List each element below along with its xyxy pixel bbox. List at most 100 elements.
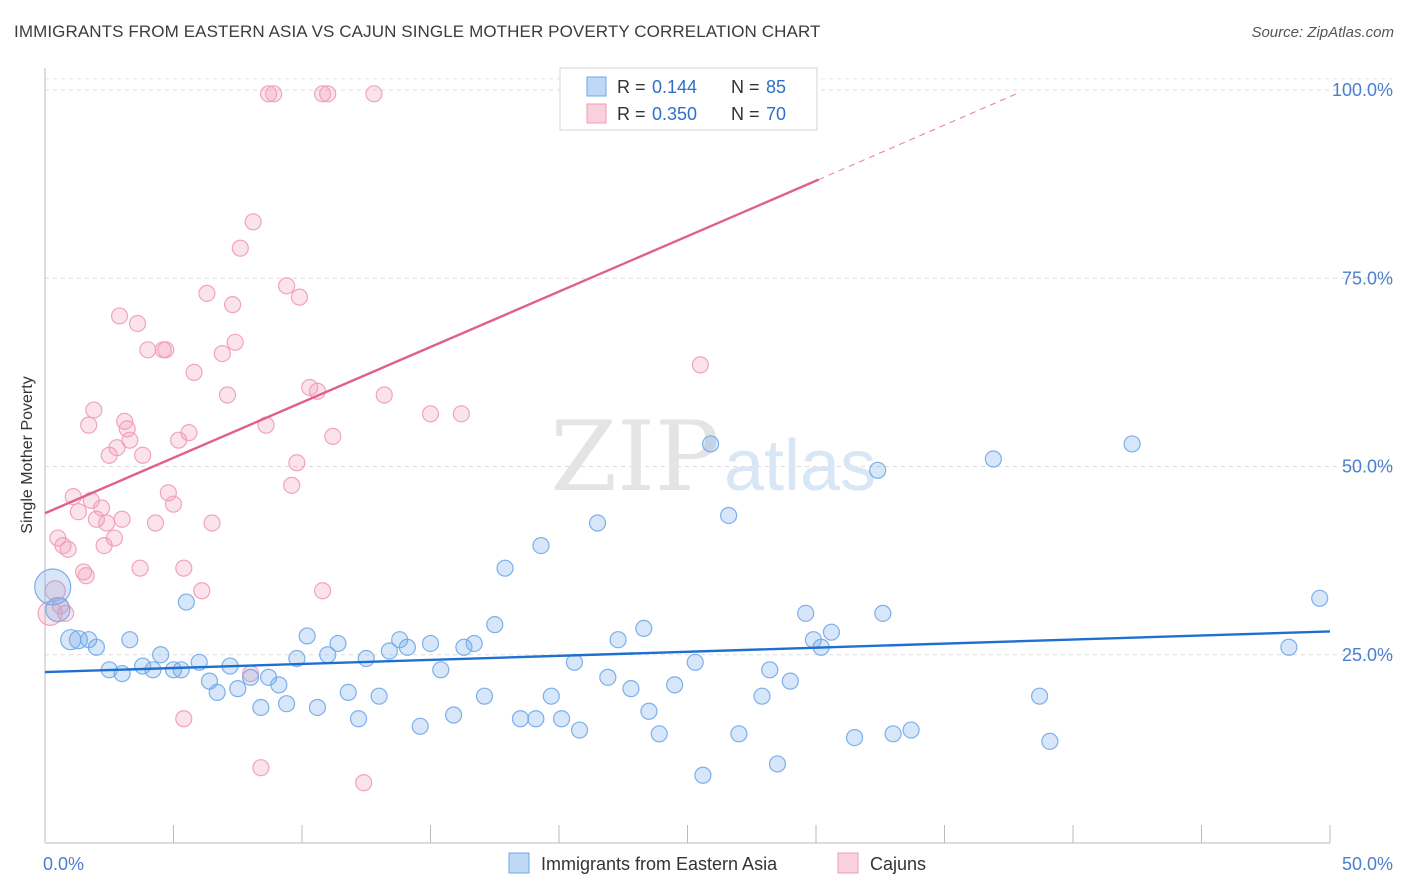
data-point <box>121 431 139 449</box>
data-point <box>87 510 106 528</box>
source-credit: Source: ZipAtlas.com <box>1251 24 1394 41</box>
bottom-legend-swatch <box>837 852 859 874</box>
data-point <box>702 435 720 453</box>
data-point <box>193 582 211 600</box>
data-point <box>134 446 152 464</box>
data-point <box>224 296 242 314</box>
data-point <box>34 568 72 606</box>
data-point <box>298 627 316 645</box>
data-point <box>113 664 131 683</box>
legend-r-label: R = <box>617 77 646 97</box>
data-point <box>226 333 244 351</box>
data-point <box>691 356 709 374</box>
trend-line-extension <box>818 93 1017 181</box>
data-point <box>532 536 550 555</box>
data-point <box>277 695 296 713</box>
data-point <box>324 427 342 446</box>
data-point <box>527 710 545 728</box>
data-point <box>180 424 198 442</box>
data-point <box>635 619 653 638</box>
data-point <box>98 514 116 532</box>
data-point <box>213 344 231 363</box>
data-point <box>753 687 771 705</box>
data-point <box>252 698 270 717</box>
data-point <box>486 616 504 634</box>
data-point <box>252 759 270 777</box>
data-point <box>475 687 494 705</box>
data-point <box>319 85 337 103</box>
bottom-legend-label: Immigrants from Eastern Asia <box>541 854 778 874</box>
legend-box: R = 0.144 N = 85 R = 0.350 N = 70 <box>559 67 818 131</box>
data-point <box>157 341 175 359</box>
data-point <box>308 698 327 717</box>
data-point <box>128 314 147 333</box>
data-point <box>313 582 332 600</box>
y-tick-label: 25.0% <box>1342 645 1393 665</box>
data-point <box>768 755 787 773</box>
data-point <box>398 638 416 656</box>
data-point <box>542 687 560 705</box>
data-point <box>720 506 738 525</box>
bottom-legend: Immigrants from Eastern Asia Cajuns <box>508 852 926 874</box>
data-point <box>455 638 473 656</box>
watermark-zip: ZIP <box>550 401 719 513</box>
data-point <box>288 649 306 668</box>
data-point <box>370 687 388 705</box>
x-tick-label-min: 0.0% <box>43 854 84 874</box>
data-point <box>329 634 347 653</box>
data-point <box>290 288 309 306</box>
data-point <box>231 239 249 257</box>
data-point <box>599 668 617 686</box>
data-point <box>375 386 393 404</box>
watermark: ZIP atlas <box>550 401 876 513</box>
data-point <box>570 721 589 739</box>
data-point <box>44 580 66 602</box>
data-point <box>465 634 483 653</box>
data-point <box>452 405 470 423</box>
data-point <box>640 702 658 720</box>
data-point <box>113 510 131 528</box>
data-point <box>797 604 815 622</box>
legend-n-label: N = <box>731 77 760 97</box>
data-point <box>884 725 902 743</box>
data-point <box>87 638 106 656</box>
data-point <box>244 213 262 231</box>
data-point <box>59 540 77 558</box>
data-point <box>622 680 640 698</box>
data-point <box>242 668 260 686</box>
chart-title: IMMIGRANTS FROM EASTERN ASIA VS CAJUN SI… <box>14 22 821 41</box>
data-point <box>105 529 123 547</box>
data-point <box>869 461 887 479</box>
data-point <box>175 559 193 577</box>
y-tick-label: 50.0% <box>1342 457 1393 477</box>
y-tick-label: 75.0% <box>1342 268 1393 288</box>
data-point <box>609 631 627 649</box>
data-point <box>68 630 89 650</box>
data-point <box>902 721 920 739</box>
data-point <box>198 284 216 302</box>
data-point <box>203 514 221 532</box>
data-point <box>781 672 799 690</box>
data-point <box>270 676 288 694</box>
data-point <box>761 661 779 679</box>
data-point <box>152 646 170 664</box>
data-point <box>650 725 668 743</box>
data-point <box>131 559 149 577</box>
data-point <box>146 514 165 532</box>
data-point <box>92 499 111 517</box>
data-point <box>45 596 71 623</box>
data-point <box>694 766 712 784</box>
x-tick-label-max: 50.0% <box>1342 854 1393 874</box>
data-point <box>1311 589 1329 607</box>
legend-n-label: N = <box>731 104 760 124</box>
legend-r-value: 0.144 <box>652 77 697 97</box>
data-point <box>77 567 95 585</box>
grid-lines <box>45 78 1392 656</box>
data-point <box>110 307 129 325</box>
data-point <box>108 439 126 457</box>
legend-r-value: 0.350 <box>652 104 697 124</box>
data-point <box>511 710 530 728</box>
data-point <box>421 405 440 423</box>
data-point <box>496 559 514 577</box>
